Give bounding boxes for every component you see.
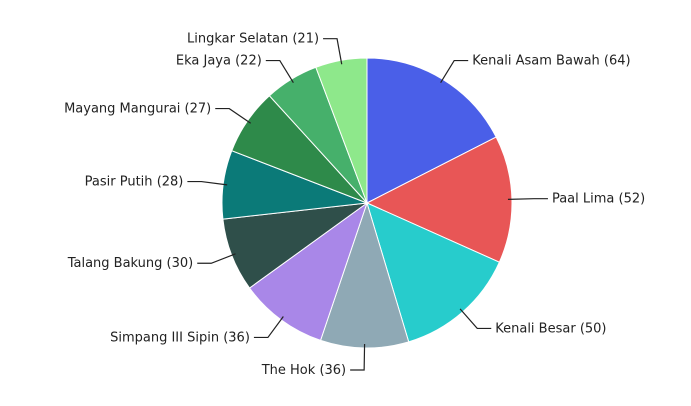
category-name: Pasir Putih	[85, 174, 153, 189]
leader-line	[265, 59, 294, 84]
leader-line	[350, 343, 366, 371]
value-label: (52)	[619, 191, 646, 206]
leader-line	[197, 253, 236, 264]
category-name: Eka Jaya	[176, 53, 231, 68]
category-name: Kenali Asam Bawah	[472, 53, 600, 68]
leader-line	[253, 316, 284, 339]
category-name: Kenali Besar	[495, 321, 576, 336]
data-label: Talang Bakung (30)	[67, 256, 194, 271]
category-name: The Hok	[261, 362, 316, 377]
leader-line	[187, 180, 228, 186]
data-label: Kenali Besar (50)	[495, 321, 606, 336]
category-name: Mayang Mangurai	[64, 101, 180, 116]
data-label: Simpang III Sipin (36)	[110, 330, 250, 345]
value-label: (50)	[580, 321, 607, 336]
data-label: Pasir Putih (28)	[85, 174, 184, 189]
leader-line	[215, 107, 252, 124]
leader-line	[440, 59, 469, 84]
data-label: Paal Lima (52)	[552, 191, 645, 206]
category-name: Talang Bakung	[67, 256, 163, 271]
data-label: Eka Jaya (22)	[176, 53, 262, 68]
leader-line	[323, 38, 343, 65]
value-label: (22)	[235, 53, 262, 68]
value-label: (21)	[292, 31, 319, 46]
value-label: (30)	[167, 256, 194, 271]
value-label: (36)	[319, 362, 346, 377]
category-name: Paal Lima	[552, 191, 614, 206]
data-label: Kenali Asam Bawah (64)	[472, 53, 630, 68]
category-name: Simpang III Sipin	[110, 330, 219, 345]
value-label: (28)	[157, 174, 184, 189]
value-label: (36)	[223, 330, 250, 345]
data-label: Lingkar Selatan (21)	[187, 31, 319, 46]
data-label: The Hok (36)	[261, 362, 346, 377]
data-label: Mayang Mangurai (27)	[64, 101, 211, 116]
leader-line	[507, 198, 548, 200]
value-label: (27)	[185, 101, 212, 116]
leader-line	[459, 308, 492, 330]
value-label: (64)	[604, 53, 631, 68]
category-name: Lingkar Selatan	[187, 31, 288, 46]
